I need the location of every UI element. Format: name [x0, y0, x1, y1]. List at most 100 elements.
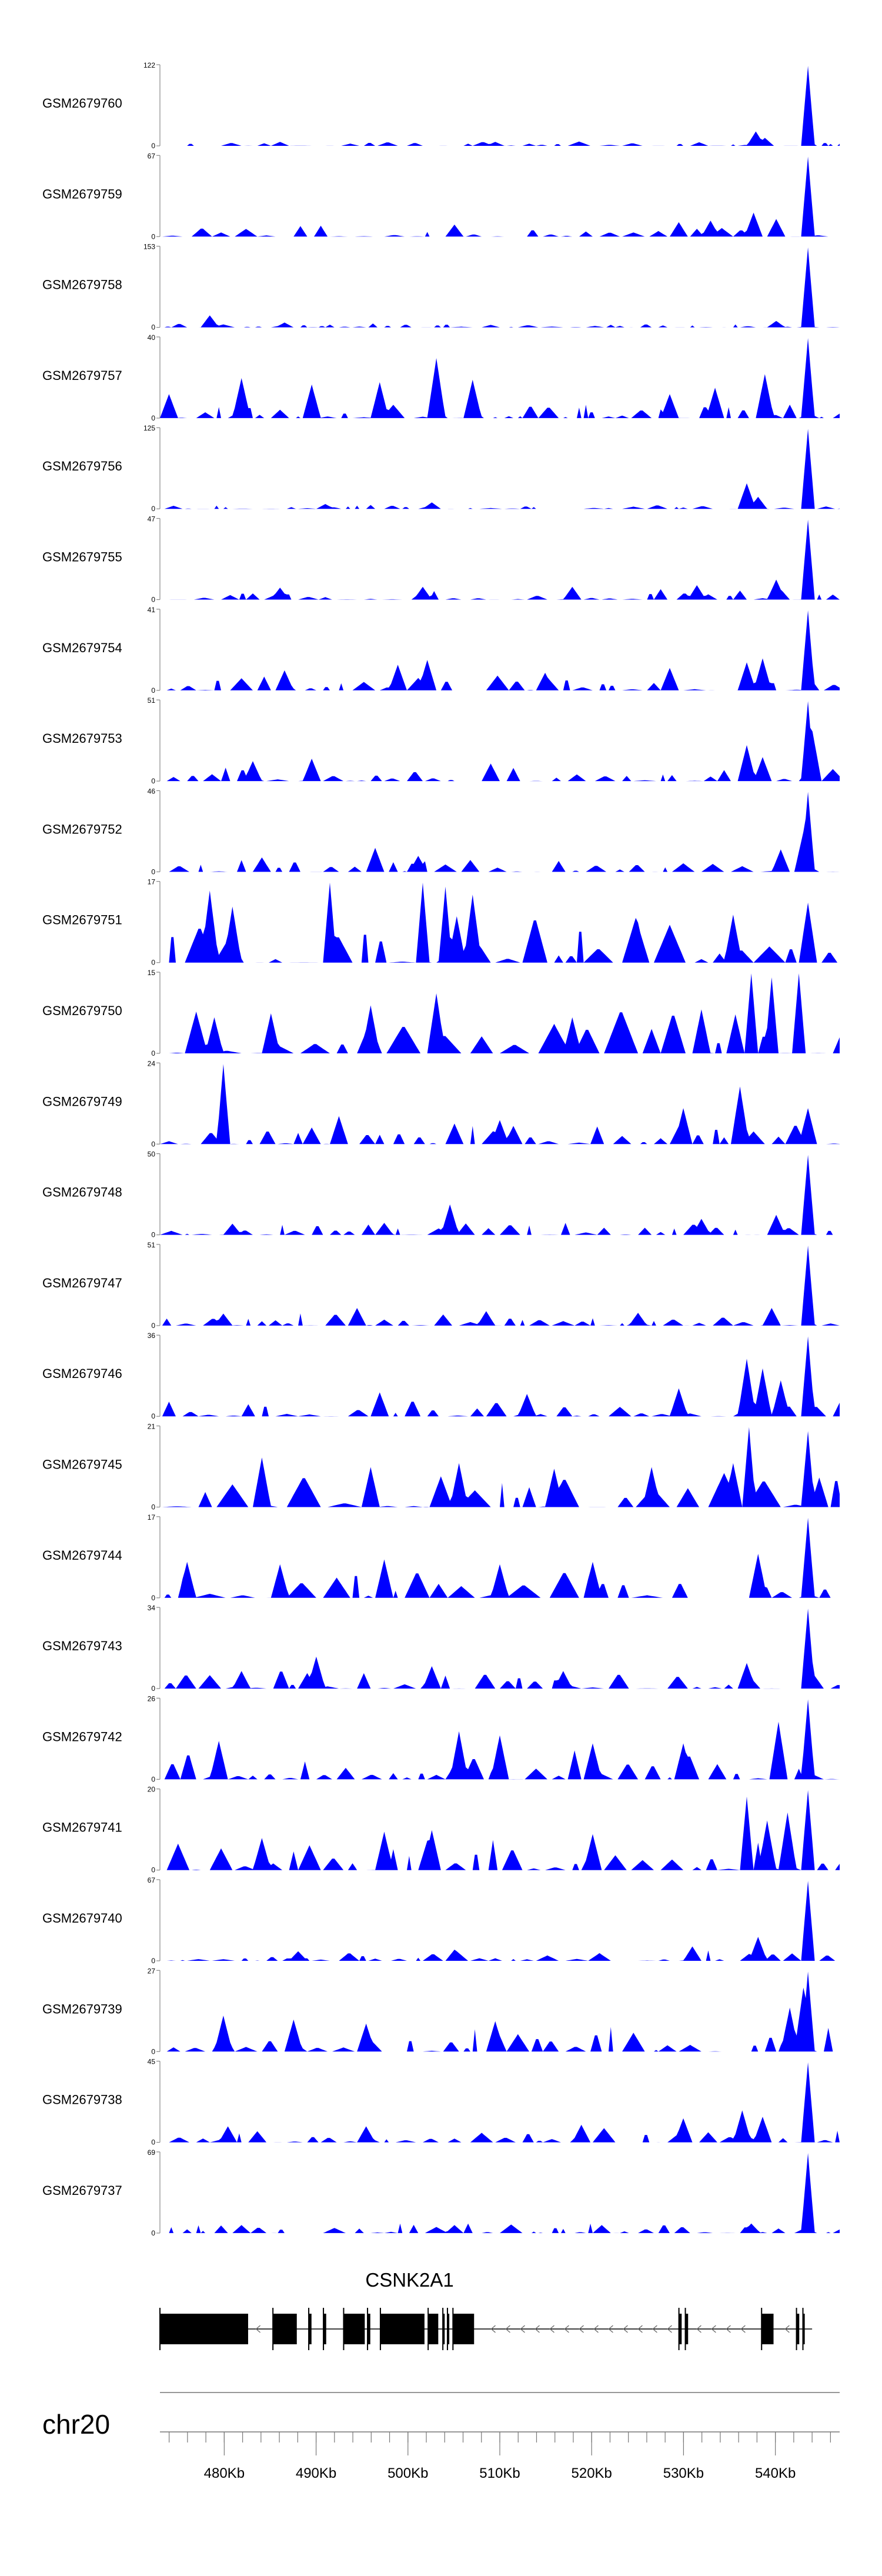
gene-exon: [343, 2314, 365, 2344]
strand-arrow: [549, 2325, 554, 2333]
track-ymax-label: 40: [148, 333, 156, 342]
track-zero-label: 0: [151, 1684, 155, 1693]
track-GSM2679738: GSM2679738 45 0: [42, 2058, 840, 2147]
track-GSM2679741: GSM2679741 20 0: [42, 1786, 840, 1874]
track-GSM2679749: GSM2679749 24 0: [42, 1059, 840, 1148]
track-zero-label: 0: [151, 505, 155, 513]
gene-exon: [380, 2314, 425, 2344]
track-label: GSM2679740: [42, 1911, 122, 1926]
gene-exon: [761, 2314, 774, 2344]
strand-arrow: [784, 2325, 790, 2333]
coverage-area: [160, 338, 840, 418]
track-zero-label: 0: [151, 867, 155, 876]
strand-arrow: [740, 2325, 746, 2333]
track-label: GSM2679756: [42, 459, 122, 473]
track-label: GSM2679745: [42, 1457, 122, 1472]
gene-exon: [160, 2314, 248, 2344]
track-zero-label: 0: [151, 2138, 155, 2147]
strand-arrow: [593, 2325, 599, 2333]
track-label: GSM2679759: [42, 186, 122, 201]
track-ymax-label: 122: [143, 61, 155, 69]
gene-exon: [803, 2314, 805, 2344]
tick-label: 530Kb: [663, 2465, 704, 2481]
track-label: GSM2679751: [42, 913, 122, 927]
strand-arrow: [490, 2325, 496, 2333]
track-GSM2679743: GSM2679743 34 0: [42, 1604, 840, 1693]
track-zero-label: 0: [151, 414, 155, 422]
track-zero-label: 0: [151, 142, 155, 150]
tick-label: 520Kb: [572, 2465, 612, 2481]
coverage-area: [160, 1881, 840, 1961]
gene-exon: [796, 2314, 800, 2344]
track-GSM2679748: GSM2679748 50 0: [42, 1150, 840, 1239]
track-GSM2679753: GSM2679753 51 0: [42, 696, 840, 785]
track-ymax-label: 21: [148, 1423, 156, 1431]
gene-exon: [273, 2314, 297, 2344]
track-ymax-label: 17: [148, 1513, 156, 1521]
track-label: GSM2679757: [42, 368, 122, 383]
track-label: GSM2679755: [42, 550, 122, 565]
track-zero-label: 0: [151, 1594, 155, 1602]
track-GSM2679752: GSM2679752 46 0: [42, 787, 840, 876]
track-label: GSM2679752: [42, 822, 122, 836]
coverage-area: [160, 1790, 840, 1870]
track-GSM2679744: GSM2679744 17 0: [42, 1513, 840, 1602]
coverage-area: [160, 2153, 840, 2233]
coverage-area: [160, 882, 840, 963]
tick-label: 510Kb: [479, 2465, 520, 2481]
track-ymax-label: 47: [148, 515, 156, 523]
gene-strand-arrows: [255, 2325, 790, 2333]
track-zero-label: 0: [151, 1322, 155, 1330]
track-zero-label: 0: [151, 232, 155, 241]
track-zero-label: 0: [151, 959, 155, 967]
track-GSM2679746: GSM2679746 36 0: [42, 1332, 840, 1420]
track-zero-label: 0: [151, 686, 155, 695]
gene-exons: [159, 2308, 805, 2350]
track-ymax-label: 15: [148, 969, 156, 977]
track-GSM2679737: GSM2679737 69 0: [42, 2148, 840, 2237]
coverage-area: [160, 610, 840, 690]
strand-arrow: [579, 2325, 584, 2333]
track-ymax-label: 125: [143, 424, 155, 432]
track-zero-label: 0: [151, 1775, 155, 1783]
coverage-area: [160, 247, 840, 328]
gene-exon: [368, 2314, 370, 2344]
track-GSM2679740: GSM2679740 67 0: [42, 1876, 840, 1965]
genome-axis: chr20 480Kb 490Kb 500Kb 510Kb 520Kb 530Kb 540K…: [42, 2392, 840, 2481]
track-ymax-label: 17: [148, 878, 156, 886]
gene-exon: [447, 2314, 450, 2344]
gene-exon: [685, 2314, 689, 2344]
track-zero-label: 0: [151, 1140, 155, 1148]
tick-label: 540Kb: [755, 2465, 796, 2481]
tick-label: 480Kb: [204, 2465, 245, 2481]
strand-arrow: [534, 2325, 540, 2333]
track-ymax-label: 51: [148, 1241, 156, 1249]
track-GSM2679760: GSM2679760 122 0: [42, 61, 840, 150]
track-zero-label: 0: [151, 1231, 155, 1239]
track-label: GSM2679737: [42, 2183, 122, 2198]
coverage-area: [160, 1336, 840, 1417]
gene-exon: [679, 2314, 682, 2344]
track-GSM2679754: GSM2679754 41 0: [42, 606, 840, 695]
track-label: GSM2679749: [42, 1094, 122, 1109]
coverage-area: [160, 519, 840, 600]
coverage-area: [160, 973, 840, 1053]
coverage-area: [160, 1609, 840, 1689]
track-ymax-label: 153: [143, 243, 155, 251]
track-label: GSM2679747: [42, 1276, 122, 1290]
track-GSM2679742: GSM2679742 26 0: [42, 1694, 840, 1783]
track-label: GSM2679741: [42, 1820, 122, 1835]
track-ymax-label: 41: [148, 606, 156, 614]
track-zero-label: 0: [151, 1412, 155, 1420]
track-GSM2679751: GSM2679751 17 0: [42, 878, 840, 967]
track-GSM2679750: GSM2679750 15 0: [42, 969, 840, 1057]
coverage-area: [160, 1245, 840, 1326]
coverage-area: [160, 66, 840, 146]
gene-exon: [453, 2314, 475, 2344]
strand-arrow: [726, 2325, 731, 2333]
track-label: GSM2679754: [42, 640, 122, 655]
track-ymax-label: 36: [148, 1332, 156, 1340]
strand-arrow: [520, 2325, 525, 2333]
gene-exon: [443, 2314, 445, 2344]
